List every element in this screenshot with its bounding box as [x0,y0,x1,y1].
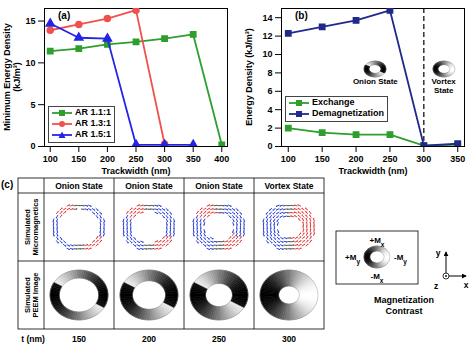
svg-text:300: 300 [282,334,296,344]
svg-text:Vortex State: Vortex State [265,181,314,191]
svg-text:250: 250 [212,334,226,344]
svg-text:2: 2 [267,123,272,133]
svg-text:Onion State: Onion State [55,181,103,191]
svg-text:100: 100 [43,154,58,164]
svg-text:SimulatedPEEM Image: SimulatedPEEM Image [23,272,40,317]
svg-text:0: 0 [267,141,272,151]
html-text:(b): (b) [295,10,308,21]
svg-text:400: 400 [214,154,229,164]
svg-text:200: 200 [100,154,115,164]
svg-text:12: 12 [262,31,272,41]
svg-text:Onion State: Onion State [125,181,173,191]
svg-text:200: 200 [142,334,156,344]
svg-text:10: 10 [25,58,35,68]
svg-text:100: 100 [281,154,296,164]
svg-text:300: 300 [416,154,431,164]
svg-text:z: z [434,281,438,291]
svg-text:Onion State: Onion State [195,181,243,191]
svg-text:+Mx: +Mx [370,236,385,248]
svg-text:Contrast: Contrast [385,306,422,316]
svg-text:(c): (c) [1,179,13,190]
svg-text:200: 200 [349,154,364,164]
html-text:Energy Density (kJ/m³): Energy Density (kJ/m³) [244,28,254,126]
svg-text:x: x [464,280,469,290]
html-text:Exchange: Exchange [312,97,355,107]
svg-text:Magnetization: Magnetization [374,295,434,305]
svg-text:Trackwidth (nm): Trackwidth (nm) [338,166,407,176]
svg-text:5: 5 [30,100,35,110]
html-text:Vortex State: Vortex State [431,77,456,96]
svg-text:150: 150 [71,154,86,164]
svg-text:350: 350 [186,154,201,164]
svg-text:150: 150 [72,334,86,344]
svg-text:y: y [436,248,441,258]
svg-text:0: 0 [30,141,35,151]
svg-text:6: 6 [267,86,272,96]
html-text:AR 1.5:1: AR 1.5:1 [75,129,111,140]
html-text:(a): (a) [58,10,71,21]
svg-text:-Mx: -Mx [371,272,384,284]
svg-text:t (nm): t (nm) [21,334,45,344]
html-text:Onion State: Onion State [352,77,398,87]
html-text:AR 1.3:1: AR 1.3:1 [75,118,111,129]
svg-text:10: 10 [262,49,272,59]
html-text:Minimum Energy Density (kJ/m³): Minimum Energy Density (kJ/m³) [2,23,22,131]
svg-text:+My: +My [345,253,360,266]
svg-text:250: 250 [128,154,143,164]
svg-text:14: 14 [262,13,272,23]
svg-text:150: 150 [315,154,330,164]
svg-text:250: 250 [382,154,397,164]
svg-text:350: 350 [450,154,465,164]
svg-text:4: 4 [267,105,272,115]
html-text:AR 1.1:1: AR 1.1:1 [75,107,111,118]
svg-text:-My: -My [394,253,407,266]
svg-text:Trackwidth (nm): Trackwidth (nm) [101,166,170,176]
svg-text:SimulatedMicromagnetics: SimulatedMicromagnetics [23,198,40,255]
svg-text:15: 15 [25,16,35,26]
html-text:Demagnetization: Demagnetization [312,108,384,118]
svg-text:300: 300 [157,154,172,164]
svg-text:8: 8 [267,68,272,78]
